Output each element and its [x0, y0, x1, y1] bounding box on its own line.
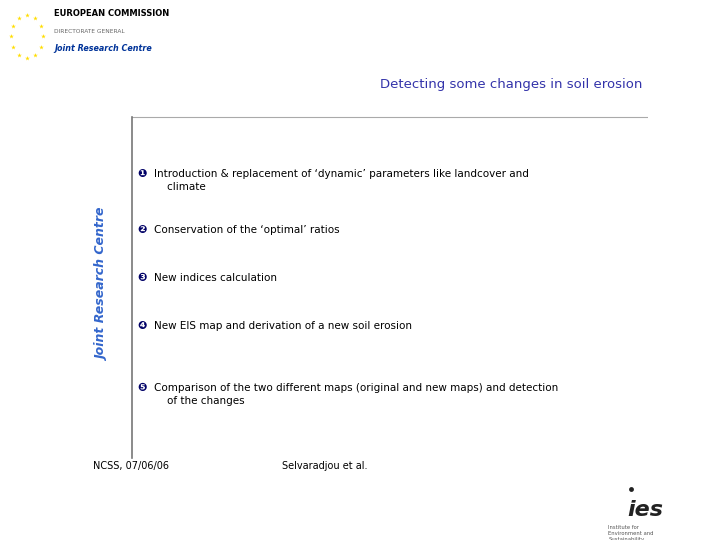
Text: ❶: ❶ [138, 168, 147, 179]
Text: Introduction & replacement of ‘dynamic’ parameters like landcover and
    climat: Introduction & replacement of ‘dynamic’ … [154, 168, 529, 192]
Text: New EIS map and derivation of a new soil erosion: New EIS map and derivation of a new soil… [154, 321, 412, 330]
Text: ❷: ❷ [138, 225, 147, 235]
Text: DIRECTORATE GENERAL: DIRECTORATE GENERAL [54, 29, 125, 34]
Text: ❸: ❸ [138, 273, 147, 283]
Text: Conservation of the ‘optimal’ ratios: Conservation of the ‘optimal’ ratios [154, 225, 340, 235]
Text: EUROPEAN COMMISSION: EUROPEAN COMMISSION [54, 9, 169, 17]
Text: Joint Research Centre: Joint Research Centre [96, 209, 109, 361]
Text: Institute for
Environment and
Sustainability: Institute for Environment and Sustainabi… [608, 525, 654, 540]
Text: Detecting some changes in soil erosion: Detecting some changes in soil erosion [380, 78, 642, 91]
Text: NCSS, 07/06/06: NCSS, 07/06/06 [93, 462, 168, 471]
Text: ❺: ❺ [138, 383, 147, 393]
Text: Comparison of the two different maps (original and new maps) and detection
    o: Comparison of the two different maps (or… [154, 383, 559, 406]
Text: Selvaradjou et al.: Selvaradjou et al. [282, 462, 367, 471]
Text: ❹: ❹ [138, 321, 147, 330]
Text: New indices calculation: New indices calculation [154, 273, 277, 283]
Text: ies: ies [627, 500, 663, 520]
Text: Joint Research Centre: Joint Research Centre [54, 44, 152, 53]
